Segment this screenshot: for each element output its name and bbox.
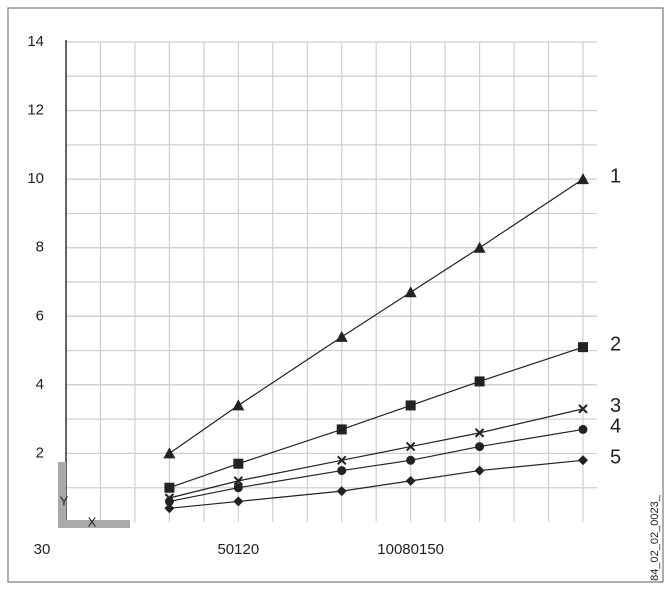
y-tick-label: 6	[36, 307, 44, 324]
marker	[233, 458, 244, 469]
marker	[232, 399, 245, 411]
x-tick-label: 30	[34, 541, 51, 558]
series-line	[169, 428, 584, 503]
marker	[578, 424, 588, 434]
y-tick-label: 12	[27, 102, 44, 119]
y-tick-label: 8	[36, 239, 44, 256]
series-label: 2	[610, 333, 621, 355]
marker	[337, 466, 347, 476]
marker	[336, 424, 347, 435]
marker	[473, 241, 486, 253]
marker	[405, 475, 416, 486]
marker	[164, 503, 175, 514]
marker	[233, 476, 244, 486]
marker	[164, 496, 174, 506]
y-tick-label: 10	[27, 170, 44, 187]
frame	[7, 7, 664, 583]
series-label: 4	[610, 416, 621, 438]
y-tick-label: 14	[27, 33, 44, 50]
marker	[578, 404, 588, 414]
series-label: 1	[610, 165, 621, 187]
series-line	[169, 178, 584, 454]
marker	[474, 428, 485, 438]
marker	[578, 455, 588, 466]
figure-code: 84_02_02_0023_	[649, 494, 661, 581]
marker	[474, 376, 485, 387]
grid	[66, 41, 597, 522]
marker	[335, 330, 348, 342]
series-label: 3	[610, 395, 621, 417]
marker	[475, 442, 485, 452]
series-label: 5	[610, 447, 621, 469]
series-line	[169, 346, 584, 489]
x-tick-label: 10080150	[377, 541, 444, 558]
marker	[233, 483, 243, 493]
marker	[405, 441, 416, 452]
marker	[578, 342, 588, 353]
marker	[474, 465, 485, 476]
y-tick-label: 4	[36, 376, 44, 393]
y-tick-label: 2	[36, 444, 44, 461]
marker	[405, 400, 416, 411]
marker	[337, 455, 347, 465]
x-tick-label: 50120	[217, 541, 259, 558]
series-line	[169, 408, 584, 499]
marker	[163, 447, 176, 459]
marker	[336, 486, 347, 497]
x-axis-icon-label: X	[88, 514, 97, 529]
y-axis-icon-label: Y	[60, 493, 69, 508]
axis-icon	[58, 462, 130, 528]
marker	[577, 173, 589, 185]
series-line	[169, 459, 584, 509]
marker	[164, 482, 175, 493]
marker	[404, 286, 417, 298]
marker	[406, 455, 416, 465]
marker	[233, 496, 244, 507]
